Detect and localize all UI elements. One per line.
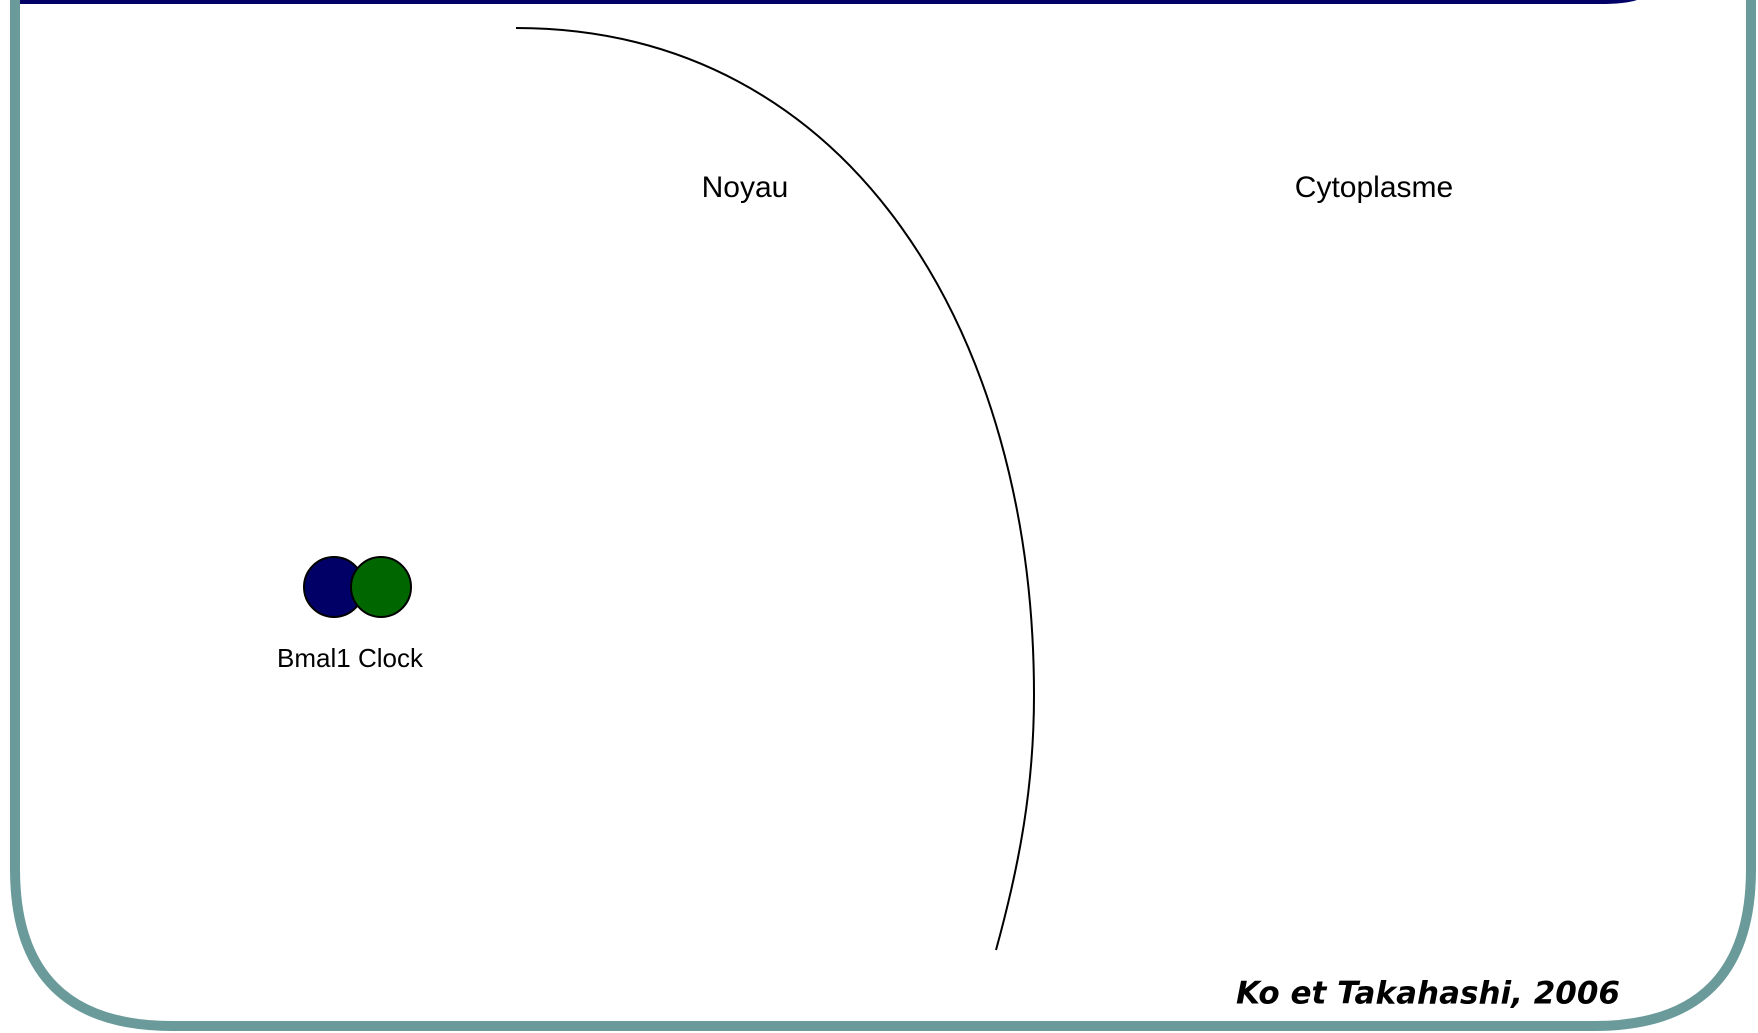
citation: Ko et Takahashi, 2006	[1236, 976, 1620, 1012]
nuclear-membrane	[515, 27, 1036, 951]
nucleus-label: Noyau	[702, 171, 789, 204]
clock-protein	[350, 556, 412, 618]
slide-frame	[10, 0, 1756, 1031]
cytoplasm-label: Cytoplasme	[1295, 171, 1453, 204]
top-bar	[11, 0, 1637, 4]
protein-label: Bmal1 Clock	[277, 643, 424, 673]
